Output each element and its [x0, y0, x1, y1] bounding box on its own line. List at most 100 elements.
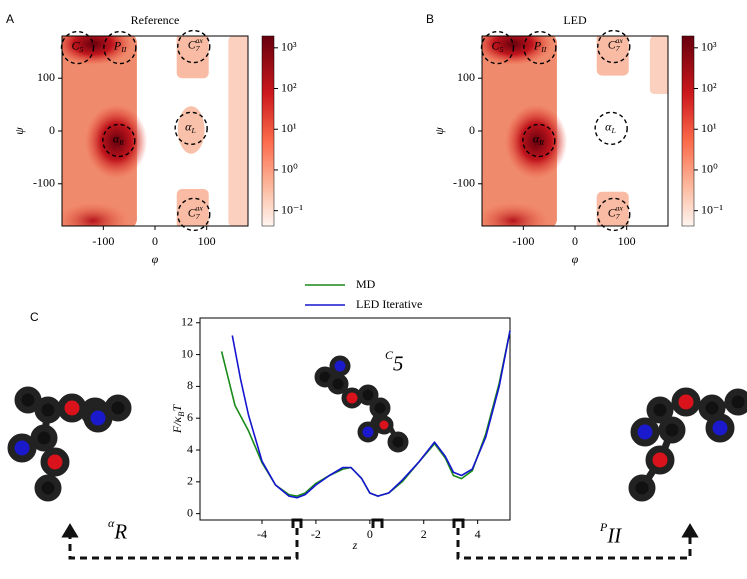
state-label-sup: ax [615, 36, 623, 45]
state-circle [102, 123, 136, 158]
state-label-base: α [185, 119, 192, 133]
colorbar-tick-label: 10¹ [701, 121, 717, 135]
state-circle [594, 111, 628, 146]
y-tick-label: 12 [181, 315, 193, 329]
legend-label: MD [356, 277, 376, 291]
y-tick-label: 100 [457, 70, 475, 84]
x-axis-label: φ [152, 252, 159, 266]
state-label-sub: R [538, 138, 544, 147]
colorbar-tick-label: 10⁰ [701, 162, 718, 176]
state-circle [597, 197, 631, 232]
panel-letter: B [426, 12, 434, 26]
y-tick-label: 0 [49, 123, 55, 137]
state-circle [480, 30, 515, 65]
y-tick-label: 0 [187, 505, 193, 519]
x-tick-label: 0 [572, 234, 578, 248]
state-label: C5 [492, 38, 504, 54]
state-label-sub: II [606, 524, 622, 547]
state-label-base: C [608, 37, 617, 51]
state-label-base: C [385, 348, 394, 362]
x-tick-label: -100 [512, 234, 534, 248]
x-tick-label: 100 [198, 234, 216, 248]
state-label: αL [185, 119, 196, 135]
molecule-alpha-r [7, 386, 132, 502]
state-circle [522, 123, 556, 158]
state-label: C7ax [188, 203, 204, 220]
y-axis-label-sub: B [176, 412, 186, 417]
state-label-base: α [113, 131, 120, 145]
state-label: C5 [72, 38, 84, 54]
state-label-sub: 5 [500, 45, 504, 54]
state-label-sub: 7 [196, 44, 201, 53]
panel-letter: A [6, 12, 14, 26]
state-label-sub: 5 [80, 45, 84, 54]
state-label-base: C [188, 205, 197, 219]
path-arrows [61, 518, 699, 560]
y-tick-label: 10 [181, 346, 193, 360]
state-circle [523, 30, 557, 65]
state-label-base: α [605, 119, 612, 133]
x-tick-label: 4 [475, 527, 481, 541]
x-tick-label: -2 [311, 527, 321, 541]
state-label: C7ax [608, 203, 624, 220]
molecule-c5 [314, 355, 409, 453]
state-label-base: C [492, 38, 501, 52]
molecule-p-ii [628, 387, 747, 502]
y-axis-label: ψ [432, 127, 446, 135]
colorbar-tick-label: 10² [281, 80, 297, 94]
panel-letter: C [30, 310, 39, 324]
y-tick-label: 100 [37, 70, 55, 84]
state-label: C7ax [608, 36, 624, 53]
state-label-sub: L [610, 126, 615, 135]
colorbar-tick-label: 10⁻¹ [701, 202, 723, 216]
state-label-sup: ax [195, 36, 203, 45]
y-tick-label: -100 [33, 176, 55, 190]
state-label: C7ax [188, 36, 204, 53]
state-label-base: α [533, 131, 540, 145]
state-circle [103, 30, 137, 65]
x-tick-label: 100 [618, 234, 636, 248]
state-label-sub: 7 [616, 212, 621, 221]
state-circle [597, 29, 631, 64]
curve [231, 330, 511, 499]
curve [220, 330, 511, 497]
state-circle [177, 197, 211, 232]
state-label-sub: 7 [196, 212, 201, 221]
state-label-base: P [533, 38, 542, 52]
state-label-base: α [108, 516, 115, 530]
plot-frame [199, 317, 511, 521]
heatmap [54, 23, 249, 239]
state-label: PII [533, 38, 547, 54]
colorbar [681, 35, 695, 227]
state-label: αR [533, 131, 544, 147]
state-label: αR [113, 131, 124, 147]
state-label-sup: ax [615, 203, 623, 212]
state-label-sup: ax [195, 203, 203, 212]
y-tick-label: 0 [469, 123, 475, 137]
colorbar-tick-label: 10³ [281, 40, 297, 54]
state-label-base: C [188, 37, 197, 51]
state-label-sub: L [190, 126, 195, 135]
y-tick-label: -100 [453, 176, 475, 190]
colorbar-tick-label: 10⁰ [281, 162, 298, 176]
y-tick-label: 4 [187, 442, 193, 456]
state-label: αR [108, 516, 127, 544]
y-tick-label: 2 [187, 474, 193, 488]
state-circle [177, 29, 211, 64]
state-label-sub: 5 [393, 352, 403, 375]
y-tick-label: 6 [187, 410, 193, 424]
y-axis-label: F/κBT [170, 404, 186, 435]
panel-title: LED [563, 13, 587, 27]
state-label-base: C [608, 205, 617, 219]
colorbar [261, 35, 275, 227]
state-label-base: P [599, 520, 608, 534]
colorbar-tick-label: 10⁻¹ [281, 202, 303, 216]
legend-label: LED Iterative [356, 297, 422, 311]
panel-title: Reference [131, 13, 180, 27]
heatmap [474, 23, 670, 239]
x-tick-label: 0 [152, 234, 158, 248]
colorbar-tick-label: 10¹ [281, 121, 297, 135]
x-axis-label: φ [572, 252, 579, 266]
x-tick-label: -4 [257, 527, 267, 541]
